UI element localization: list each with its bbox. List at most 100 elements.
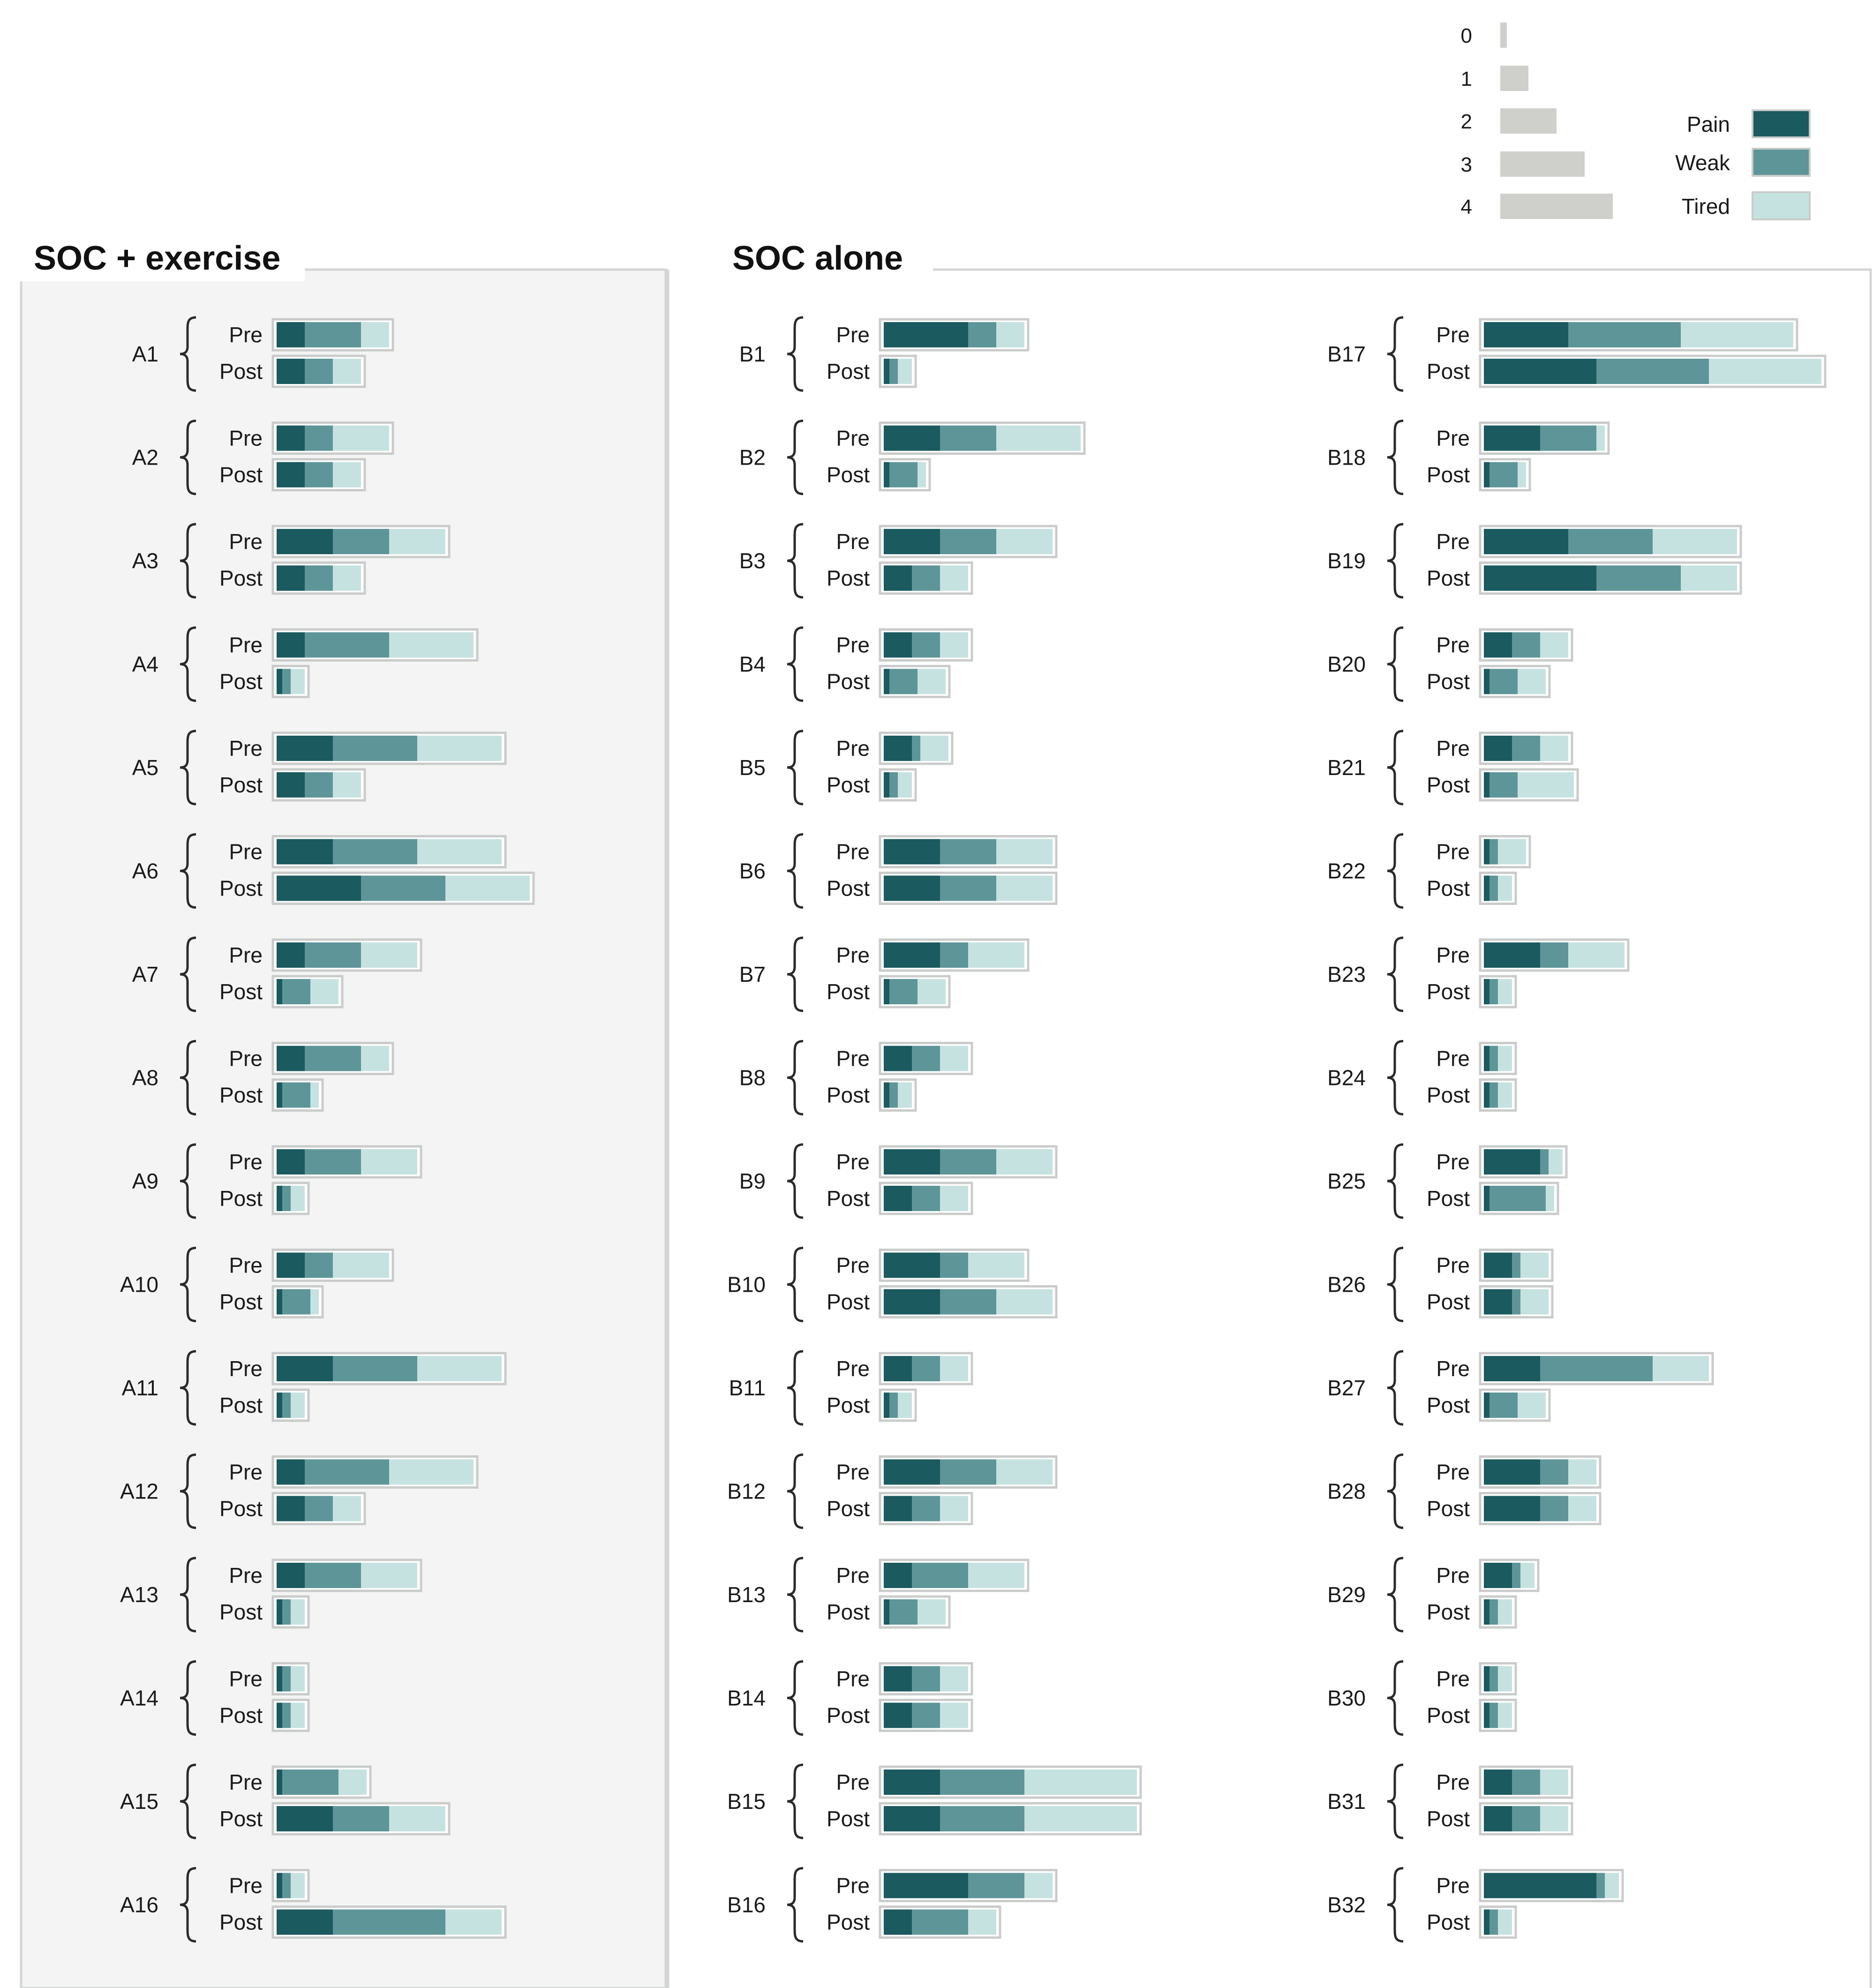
participant-b11: B11 Pre Post — [729, 1350, 973, 1426]
participant-b18: B18 Pre Post — [1327, 420, 1610, 495]
row-label-pre: Pre — [836, 1667, 870, 1691]
legend: 0 1 2 3 4 Pain Weak Tired — [1461, 23, 1811, 220]
bar-segment-weak — [889, 359, 898, 384]
legend-scale-item: 2 — [1461, 108, 1557, 134]
bar-segment-tired — [333, 772, 361, 798]
bar-segment-weak — [305, 1563, 361, 1588]
bar-segment-pain — [884, 1252, 940, 1278]
bar-segment-pain — [1484, 772, 1489, 798]
bar-segment-pain — [1484, 1599, 1489, 1625]
bar-segment-pain — [1484, 1702, 1489, 1728]
bar-segment-weak — [912, 1702, 940, 1728]
bar-segment-pain — [884, 1149, 940, 1175]
brace — [180, 420, 196, 495]
row-label-pre: Pre — [1436, 1770, 1470, 1794]
row-label-pre: Pre — [836, 840, 870, 864]
brace — [180, 1350, 196, 1426]
bar-segment-tired — [1653, 529, 1737, 554]
bar-segment-tired — [361, 1046, 389, 1071]
bar-segment-tired — [968, 1252, 1024, 1278]
bar-segment-pain — [277, 1666, 282, 1692]
participant-b32: B32 Pre Post — [1327, 1867, 1624, 1943]
bar-segment-tired — [1681, 565, 1737, 591]
bar-segment-weak — [889, 979, 918, 1004]
row-label-pre: Pre — [229, 943, 263, 967]
row-label-post: Post — [1427, 463, 1470, 487]
participant-b1: B1 Pre Post — [739, 316, 1030, 392]
participant-label: B10 — [727, 1273, 766, 1297]
participant-b20: B20 Pre Post — [1327, 626, 1573, 702]
participant-b31: B31 Pre Post — [1327, 1763, 1573, 1839]
bar-segment-pain — [884, 632, 912, 658]
bar-segment-tired — [918, 1599, 946, 1625]
bar-segment-tired — [996, 1459, 1053, 1485]
participant-b22: B22 Pre Post — [1327, 833, 1531, 909]
panel-b-title: SOC alone — [732, 240, 903, 277]
row-label-pre: Pre — [1436, 1460, 1470, 1484]
bar-segment-tired — [1498, 1082, 1512, 1108]
participant-label: B28 — [1327, 1479, 1366, 1504]
bar-segment-weak — [305, 565, 333, 591]
participant-label: A1 — [132, 342, 158, 366]
participant-label: A14 — [120, 1686, 158, 1710]
bar-segment-weak — [1489, 875, 1498, 901]
legend-scale-item: 3 — [1461, 151, 1585, 177]
row-label-post: Post — [1427, 1186, 1470, 1211]
bar-segment-pain — [277, 425, 305, 451]
bar-segment-tired — [996, 875, 1053, 901]
bar-segment-tired — [1498, 839, 1526, 865]
bar-segment-tired — [1546, 1186, 1554, 1211]
row-label-pre: Pre — [836, 1563, 870, 1588]
row-label-pre: Pre — [1436, 323, 1470, 347]
bar-segment-weak — [940, 1770, 1024, 1795]
bar-segment-weak — [333, 1806, 389, 1831]
bar-segment-pain — [1484, 565, 1596, 591]
bar-segment-tired — [968, 942, 1024, 968]
bar-segment-weak — [1512, 1252, 1520, 1278]
bar-segment-tired — [291, 1393, 305, 1418]
bar-segment-pain — [1484, 736, 1512, 761]
bar-segment-tired — [968, 1563, 1024, 1588]
row-label-pre: Pre — [836, 1874, 870, 1898]
participant-label: B9 — [739, 1169, 766, 1193]
bar-segment-tired — [1605, 1873, 1619, 1898]
brace — [787, 1040, 804, 1115]
participant-b10: B10 Pre Post — [727, 1247, 1058, 1322]
brace — [787, 1247, 804, 1322]
participant-label: B23 — [1327, 962, 1366, 986]
bar-segment-pain — [1484, 1046, 1489, 1071]
participant-label: A2 — [132, 445, 158, 470]
row-label-pre: Pre — [229, 529, 263, 554]
participant-label: B4 — [739, 652, 766, 677]
bar-segment-tired — [361, 942, 417, 968]
bar-segment-weak — [912, 632, 940, 658]
brace — [787, 1660, 804, 1736]
legend-series-label: Pain — [1687, 112, 1730, 136]
legend-series-item: Tired — [1682, 191, 1811, 220]
bar-segment-weak — [305, 322, 361, 347]
bar-segment-weak — [1489, 839, 1498, 865]
legend-swatch — [1752, 148, 1811, 177]
bar-segment-weak — [1489, 1666, 1498, 1692]
brace — [787, 1867, 804, 1943]
bar-segment-tired — [996, 1149, 1053, 1175]
brace — [787, 316, 804, 392]
brace — [1387, 420, 1404, 495]
bar-segment-pain — [1484, 839, 1489, 865]
bar-segment-weak — [940, 1459, 996, 1485]
bar-segment-pain — [884, 1459, 940, 1485]
bar-segment-tired — [361, 322, 389, 347]
bar-segment-weak — [333, 736, 417, 761]
bar-segment-weak — [968, 322, 996, 347]
bar-segment-weak — [889, 669, 918, 694]
bar-segment-weak — [1489, 1909, 1498, 1935]
row-label-post: Post — [1427, 1290, 1470, 1314]
row-label-pre: Pre — [836, 426, 870, 451]
bar-segment-weak — [1489, 1046, 1498, 1071]
bar-segment-pain — [277, 529, 333, 554]
participant-label: B5 — [739, 755, 766, 780]
row-label-pre: Pre — [1436, 426, 1470, 451]
bar-segment-weak — [1489, 1393, 1518, 1418]
bar-segment-pain — [277, 1873, 282, 1898]
